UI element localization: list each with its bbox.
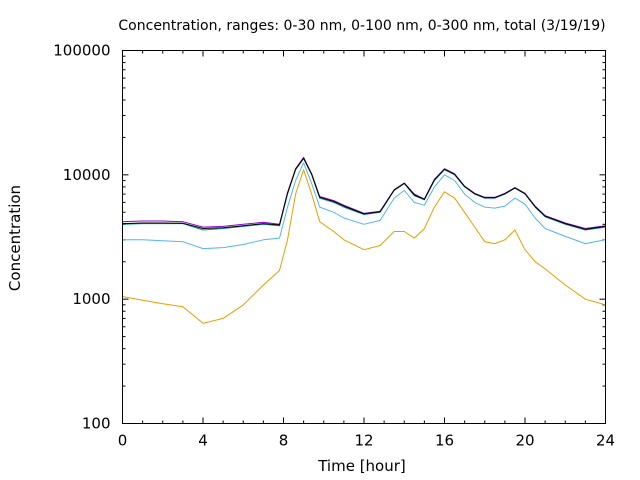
x-tick-label: 8 <box>279 432 289 450</box>
chart-title: Concentration, ranges: 0-30 nm, 0-100 nm… <box>118 18 605 34</box>
series-line-1 <box>122 169 606 324</box>
y-tick-label: 1000 <box>72 290 110 308</box>
axis-ticks: 0 4 8 12 16 20 24 100 1000 10000 100000 <box>53 42 615 450</box>
y-tick-label: 100 <box>82 415 111 433</box>
plot-frame <box>122 50 606 424</box>
series-line-4 <box>122 156 606 229</box>
y-tick-label: 10000 <box>63 166 111 184</box>
series-line-3 <box>122 158 606 231</box>
series-line-5 <box>122 157 606 230</box>
x-tick-label: 12 <box>354 432 373 450</box>
x-tick-label: 20 <box>515 432 534 450</box>
x-tick-label: 0 <box>118 432 128 450</box>
series-lines <box>122 156 606 324</box>
series-line-2 <box>122 162 606 250</box>
x-axis-label: Time [hour] <box>317 457 406 475</box>
x-tick-label: 24 <box>596 432 615 450</box>
x-tick-label: 16 <box>435 432 454 450</box>
y-axis-label: Concentration <box>6 185 24 291</box>
x-tick-label: 4 <box>198 432 208 450</box>
y-tick-label: 100000 <box>53 42 110 60</box>
